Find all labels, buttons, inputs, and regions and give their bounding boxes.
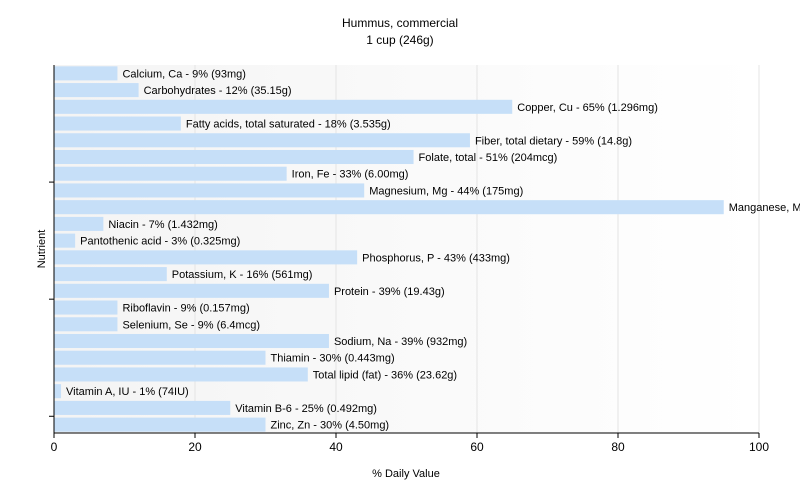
bar-label: Magnesium, Mg - 44% (175mg) [369, 185, 523, 197]
bar [54, 267, 167, 282]
bar [54, 417, 266, 432]
bar-label: Fatty acids, total saturated - 18% (3.53… [186, 119, 391, 131]
bar-label: Manganese, Mn - 95% (1.902mg) [729, 202, 800, 214]
bar-label: Phosphorus, P - 43% (433mg) [362, 252, 510, 264]
bar [54, 116, 181, 131]
bar [54, 200, 724, 215]
bar-label: Thiamin - 30% (0.443mg) [271, 353, 395, 365]
bar-label: Vitamin A, IU - 1% (74IU) [66, 386, 189, 398]
bar [54, 99, 513, 114]
bar-label: Vitamin B-6 - 25% (0.492mg) [235, 403, 377, 415]
bar [54, 384, 62, 399]
bar-labels: Calcium, Ca - 9% (93mg) Carbohydrates - 1… [66, 68, 800, 431]
bar-label: Protein - 39% (19.43g) [334, 286, 445, 298]
bar [54, 283, 329, 298]
bar-label: Pantothenic acid - 3% (0.325mg) [80, 236, 240, 248]
x-axis-ticks: 0 20 40 60 80 100 [51, 433, 769, 454]
bars [54, 66, 724, 432]
bar [54, 133, 470, 148]
chart-subtitle: 1 cup (246g) [366, 33, 433, 47]
y-axis-label: Nutrient [36, 230, 48, 269]
bar [54, 317, 118, 332]
bar-label: Potassium, K - 16% (561mg) [172, 269, 313, 281]
bar-label: Iron, Fe - 33% (6.00mg) [292, 169, 409, 181]
bar [54, 83, 139, 98]
x-axis-label: % Daily Value [372, 468, 440, 480]
bar [54, 400, 231, 415]
bar-label: Sodium, Na - 39% (932mg) [334, 336, 467, 348]
bar-label: Folate, total - 51% (204mcg) [419, 152, 558, 164]
x-tick-label: 40 [329, 440, 343, 454]
bar [54, 350, 266, 365]
bar-label: Calcium, Ca - 9% (93mg) [122, 68, 245, 80]
bar [54, 216, 104, 231]
x-tick-label: 100 [749, 440, 769, 454]
bar-label: Copper, Cu - 65% (1.296mg) [517, 102, 658, 114]
bar [54, 149, 414, 165]
bar [54, 300, 118, 315]
bar [54, 183, 365, 198]
bar-label: Riboflavin - 9% (0.157mg) [122, 303, 249, 315]
bar-label: Carbohydrates - 12% (35.15g) [144, 85, 292, 97]
x-tick-label: 20 [188, 440, 202, 454]
bar-label: Zinc, Zn - 30% (4.50mg) [271, 420, 390, 432]
x-tick-label: 0 [51, 440, 58, 454]
bar [54, 250, 358, 265]
bar [54, 333, 329, 349]
bar [54, 367, 308, 382]
bar [54, 233, 76, 248]
bar-label: Total lipid (fat) - 36% (23.62g) [313, 369, 457, 381]
bar-label: Selenium, Se - 9% (6.4mcg) [122, 319, 260, 331]
axes [49, 65, 759, 434]
bar-label: Niacin - 7% (1.432mg) [108, 219, 217, 231]
x-tick-label: 80 [611, 440, 625, 454]
bar [54, 66, 118, 81]
bar [54, 166, 287, 181]
chart-title: Hummus, commercial [342, 16, 458, 30]
bar-label: Fiber, total dietary - 59% (14.8g) [475, 135, 632, 147]
x-tick-label: 60 [470, 440, 484, 454]
